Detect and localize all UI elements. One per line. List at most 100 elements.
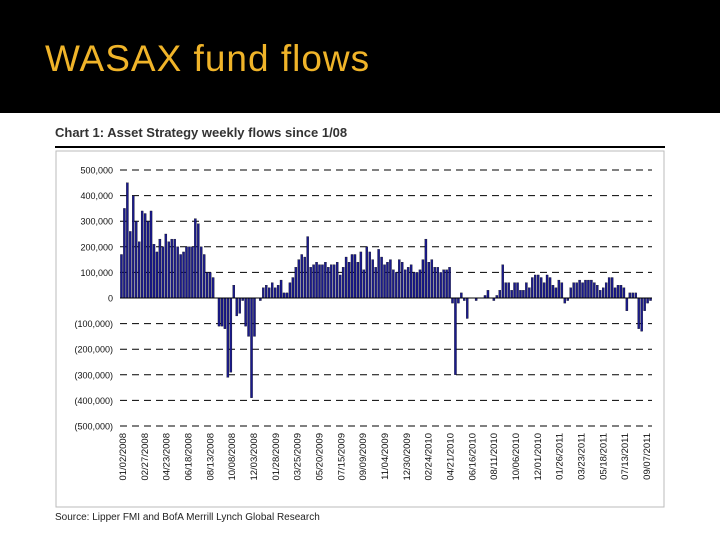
flow-bar <box>510 290 513 299</box>
flow-bar <box>389 259 392 299</box>
flow-bar <box>602 287 605 299</box>
flow-bar <box>436 267 439 299</box>
x-tick-label: 03/23/2011 <box>577 433 588 480</box>
flow-bar <box>640 297 643 332</box>
x-tick-label: 07/15/2009 <box>336 433 347 481</box>
x-tick-label: 12/30/2009 <box>402 433 413 481</box>
flow-bar <box>569 287 572 299</box>
y-tick-label: 100,000 <box>80 268 113 278</box>
x-tick-label: 12/03/2008 <box>249 433 260 481</box>
flows-bar-chart: 500,000 400,000 300,000 200,000 100,000 0 (100… <box>55 150 665 508</box>
y-tick-label: (200,000) <box>74 345 113 355</box>
flow-bar <box>398 259 401 299</box>
flow-bar <box>185 246 188 299</box>
flow-bar <box>138 241 141 299</box>
flow-bar <box>395 272 398 299</box>
flow-bar <box>211 277 215 299</box>
flow-bar <box>120 254 123 299</box>
x-tick-label: 02/24/2010 <box>424 433 435 481</box>
flow-bar <box>616 285 620 299</box>
y-tick-label: (500,000) <box>74 422 113 432</box>
flow-bar <box>619 285 623 299</box>
x-tick-label: 06/16/2010 <box>467 433 478 481</box>
flow-bar <box>548 277 552 299</box>
flow-bar <box>442 269 445 299</box>
flow-bar <box>457 297 460 304</box>
flow-bar <box>403 269 407 299</box>
x-tick-label: 04/23/2008 <box>162 433 173 481</box>
x-tick-label: 04/21/2010 <box>446 433 457 481</box>
flow-bar <box>401 262 404 299</box>
flow-bar <box>135 221 138 299</box>
flow-bar <box>126 182 129 299</box>
flow-bar <box>294 267 298 299</box>
flow-bar <box>536 274 540 299</box>
flow-bar <box>265 285 268 299</box>
flow-bar <box>312 264 315 299</box>
flow-bar <box>173 238 176 299</box>
flow-bar <box>182 251 185 299</box>
flow-bar <box>498 290 502 299</box>
flow-bar <box>409 264 413 299</box>
flow-bar <box>285 292 289 299</box>
flow-bar <box>276 285 280 299</box>
flow-bar <box>421 259 425 299</box>
flow-bar <box>338 274 342 299</box>
title-bar: WASAX fund flows <box>0 0 720 113</box>
flow-bar <box>143 213 147 299</box>
flow-bar <box>270 282 274 299</box>
flow-bar <box>327 267 330 299</box>
flow-bar <box>466 297 469 319</box>
x-tick-label: 05/18/2011 <box>598 433 609 480</box>
flow-bar <box>610 277 614 299</box>
flow-bar <box>235 297 238 317</box>
flow-bar <box>303 256 306 299</box>
flow-bar <box>539 277 543 299</box>
flow-bar <box>208 272 212 299</box>
flow-bar <box>191 246 194 299</box>
y-tick-label: 200,000 <box>80 242 113 252</box>
x-tick-label: 03/25/2009 <box>293 433 304 481</box>
flow-bar <box>344 256 348 299</box>
x-tick-label: 05/20/2009 <box>315 433 326 481</box>
y-tick-label: 0 <box>108 294 113 304</box>
flow-bar <box>350 254 354 299</box>
flow-bar <box>424 238 428 299</box>
flow-bar <box>336 262 339 299</box>
flow-bar <box>223 297 227 329</box>
chart-title: Chart 1: Asset Strategy weekly flows sin… <box>55 125 348 140</box>
y-tick-label: (300,000) <box>74 370 113 380</box>
flow-bar <box>368 251 371 299</box>
flow-bar <box>557 279 561 299</box>
flow-bar <box>362 269 366 299</box>
flow-bar <box>170 238 173 299</box>
flow-bar <box>123 208 126 299</box>
flow-bar <box>513 282 516 299</box>
flow-bar <box>300 254 303 299</box>
flow-bar <box>297 259 301 299</box>
flow-bar <box>282 292 286 299</box>
flow-bar <box>262 287 265 299</box>
flow-bar <box>226 297 230 378</box>
flow-bar <box>188 246 191 299</box>
flow-bar <box>238 297 241 314</box>
flow-bar <box>415 272 419 299</box>
flow-bar <box>371 259 374 299</box>
flow-bar <box>309 267 312 299</box>
flow-bar <box>542 282 546 299</box>
flow-bar <box>587 279 590 299</box>
flow-bar <box>454 297 457 375</box>
flow-bar <box>200 246 203 299</box>
flow-bar <box>158 238 162 299</box>
flow-bar <box>439 272 442 299</box>
flow-bar <box>365 246 369 299</box>
flow-bar <box>572 282 575 299</box>
flow-bar <box>528 287 531 299</box>
y-tick-label: (400,000) <box>74 396 113 406</box>
flow-bar <box>161 246 165 299</box>
flow-bar <box>531 277 534 299</box>
flow-bar <box>486 290 490 299</box>
x-tick-label: 11/04/2009 <box>380 433 391 480</box>
flow-bar <box>534 274 537 299</box>
flow-bar <box>433 267 436 299</box>
